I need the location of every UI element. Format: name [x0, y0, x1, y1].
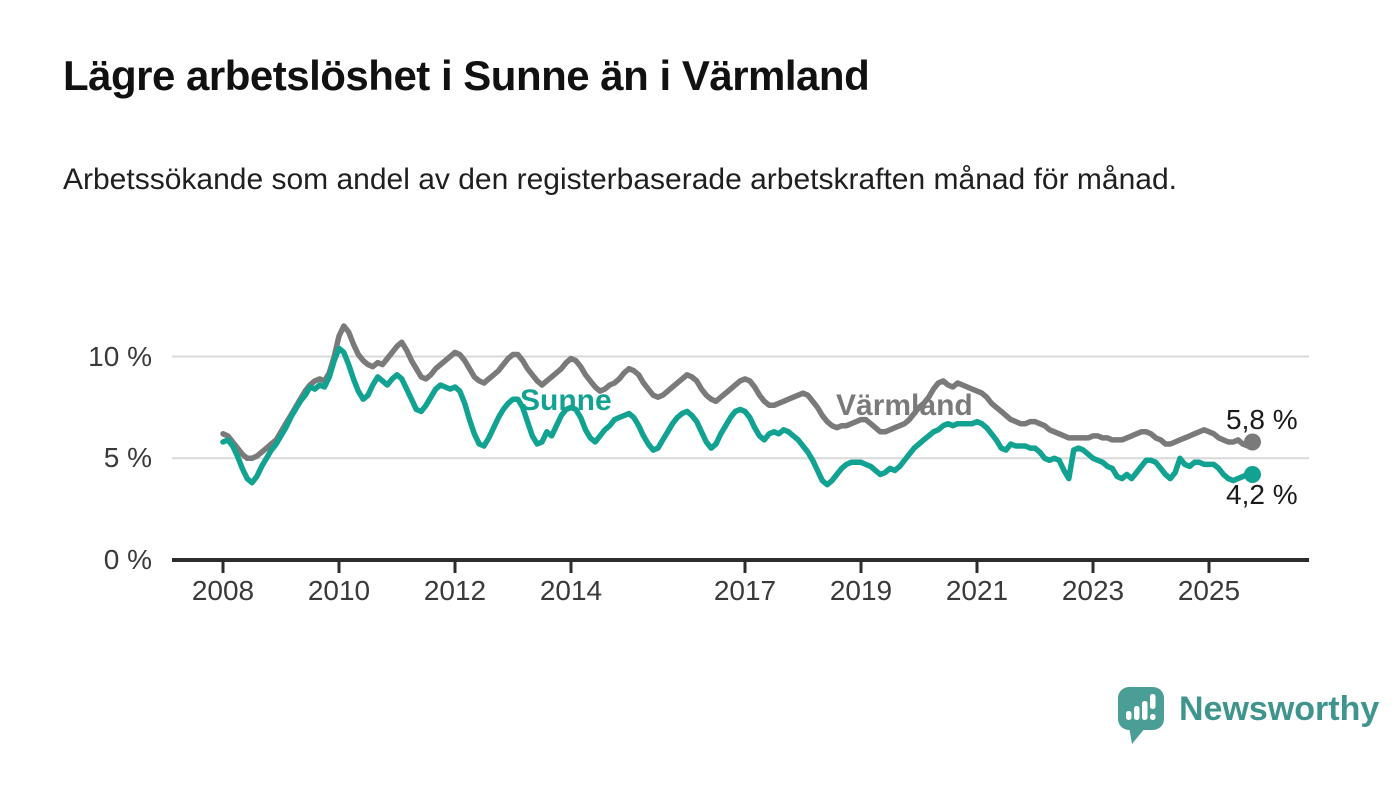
vrmland-line [220, 323, 1256, 462]
y-axis-tick-label: 0 % [103, 544, 152, 575]
newsworthy-logo: Newsworthy [1117, 686, 1379, 748]
end-value-label-sunne: 4,2 % [1226, 479, 1298, 510]
y-axis-tick-label: 10 % [88, 340, 152, 372]
sunne-end-dot [1244, 466, 1261, 483]
newsworthy-logo-text: Newsworthy [1179, 690, 1380, 728]
x-axis-tick-label: 2012 [423, 575, 487, 606]
x-axis-tick-label: 2019 [829, 575, 893, 606]
x-axis-tick-label: 2021 [945, 575, 1009, 606]
x-axis-tick-label: 2014 [539, 575, 603, 606]
page-title: Lägre arbetslöshet i Sunne än i Värmland [63, 52, 870, 99]
x-axis-tick-label: 2017 [713, 575, 777, 606]
vrmland-end-dot [1244, 433, 1261, 451]
series-label-sunne: Sunne [520, 384, 612, 417]
x-axis-tick-label: 2010 [307, 575, 371, 606]
page-subtitle: Arbetssökande som andel av den registerb… [63, 163, 1177, 196]
newsworthy-logo-icon [1118, 687, 1164, 744]
x-axis-tick-label: 2008 [191, 575, 255, 606]
series-label-varmland: Värmland [836, 389, 973, 422]
y-axis-tick-label: 5 % [103, 442, 152, 474]
x-axis-tick-label: 2023 [1061, 575, 1125, 606]
x-axis-tick-label: 2025 [1177, 575, 1241, 606]
sunne-line [220, 345, 1256, 488]
end-value-label-varmland: 5,8 % [1226, 404, 1298, 435]
